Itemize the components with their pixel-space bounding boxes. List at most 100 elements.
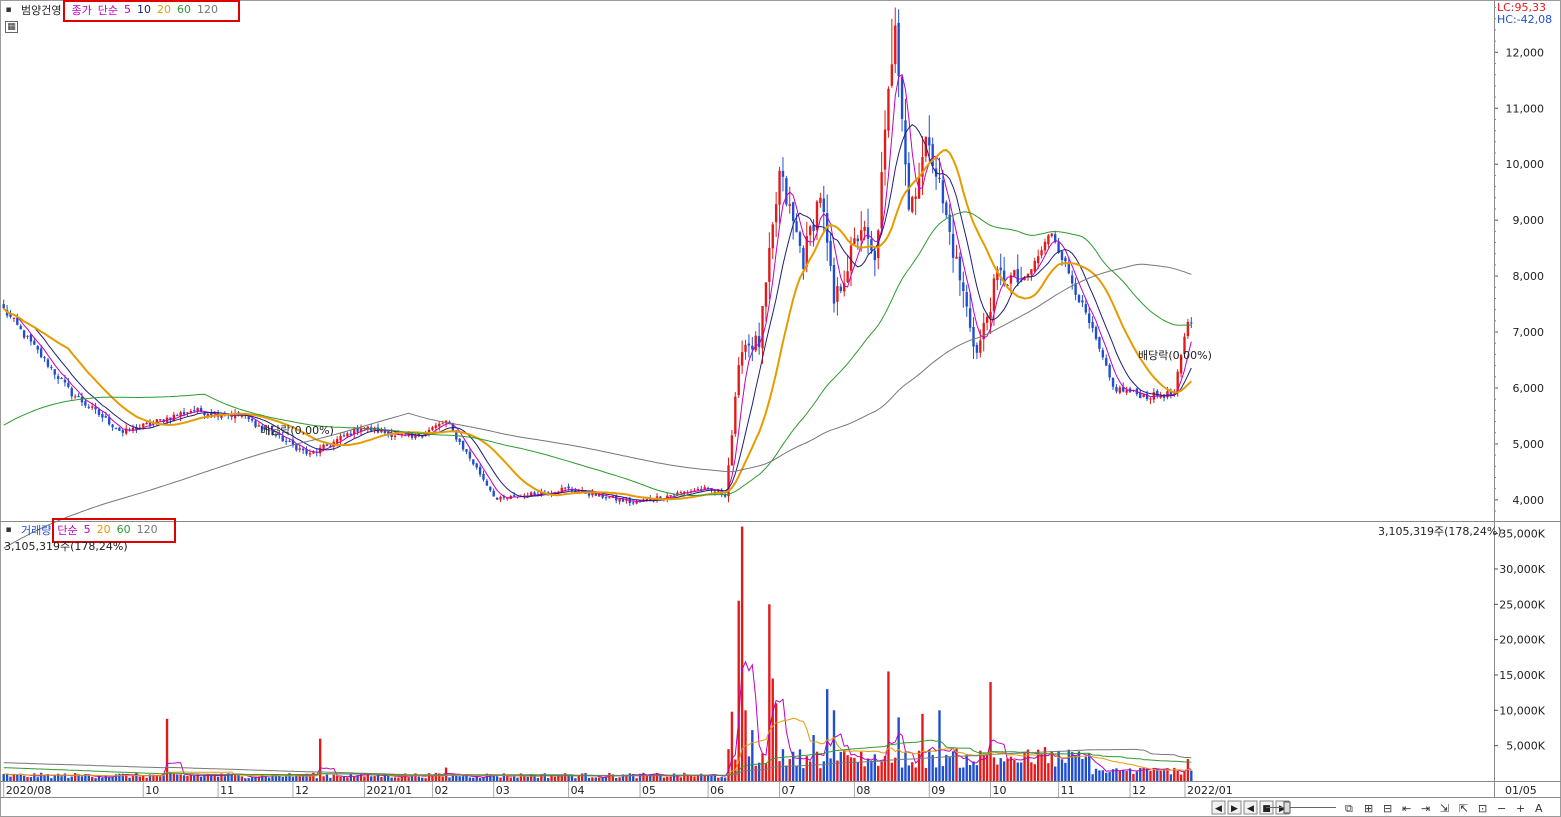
volume-bar bbox=[778, 761, 781, 781]
candle-body bbox=[80, 396, 84, 403]
toolbar-icon[interactable]: ⊡ bbox=[1478, 802, 1487, 815]
toolbar-icon[interactable]: ⇤ bbox=[1402, 802, 1411, 815]
volume-bar bbox=[1108, 772, 1111, 781]
volume-bar bbox=[1013, 760, 1016, 781]
candle-body bbox=[672, 494, 676, 496]
candle-body bbox=[1043, 241, 1047, 251]
volume-bar bbox=[46, 774, 50, 781]
grid-settings-icon[interactable]: ▦ bbox=[5, 21, 18, 33]
zoom-slider-handle[interactable] bbox=[1283, 801, 1291, 814]
candle-body bbox=[1006, 284, 1009, 286]
candle-body bbox=[958, 256, 962, 281]
scroll-button-icon[interactable]: ◀ bbox=[1247, 804, 1254, 814]
toolbar-icon[interactable]: ⇥ bbox=[1421, 802, 1430, 815]
candle-body bbox=[761, 305, 764, 349]
volume-bar bbox=[628, 773, 632, 781]
toolbar-icon[interactable]: ⊟ bbox=[1383, 802, 1392, 815]
candle-body bbox=[84, 401, 87, 406]
volume-bar bbox=[240, 776, 244, 781]
candle-body bbox=[485, 480, 489, 486]
candle-body bbox=[90, 406, 94, 408]
candle-body bbox=[894, 25, 897, 65]
price-ma5-line bbox=[3, 73, 1192, 503]
scroll-button-icon[interactable]: ■ bbox=[1262, 804, 1271, 814]
candle-body bbox=[1033, 260, 1036, 272]
candle-body bbox=[107, 417, 111, 425]
volume-bar bbox=[1060, 759, 1064, 781]
candle-body bbox=[1176, 371, 1179, 394]
candle-body bbox=[502, 496, 506, 498]
candle-body bbox=[866, 227, 870, 239]
candle-body bbox=[176, 415, 179, 417]
scroll-button-icon[interactable]: ▶ bbox=[1279, 804, 1286, 814]
volume-bar bbox=[165, 718, 169, 781]
candle-body bbox=[339, 436, 342, 441]
candle-body bbox=[594, 492, 597, 496]
volume-bar bbox=[557, 775, 560, 781]
candle-body bbox=[101, 414, 104, 418]
volume-bar bbox=[1088, 753, 1091, 781]
volume-bar bbox=[176, 774, 179, 781]
volume-axis-label: 35,000K bbox=[1499, 528, 1545, 541]
volume-panel-toggle-icon[interactable]: ▪ bbox=[5, 524, 12, 535]
volume-bar bbox=[353, 776, 356, 781]
volume-ma60-label: 60 bbox=[116, 523, 131, 536]
candle-body bbox=[880, 172, 883, 229]
toolbar-icon[interactable]: ⇲ bbox=[1440, 802, 1449, 815]
volume-bar bbox=[80, 776, 84, 781]
volume-bar bbox=[97, 776, 101, 781]
candle-body bbox=[1071, 275, 1074, 284]
volume-axis-label: 30,000K bbox=[1499, 563, 1545, 576]
candle-body bbox=[325, 444, 329, 446]
volume-bar bbox=[424, 778, 427, 781]
candle-body bbox=[1098, 337, 1101, 349]
candle-body bbox=[36, 346, 39, 350]
candle-body bbox=[114, 427, 118, 429]
scroll-button[interactable] bbox=[1243, 800, 1258, 815]
candle-body bbox=[563, 487, 567, 489]
volume-bar bbox=[625, 774, 628, 781]
candle-body bbox=[478, 466, 482, 475]
volume-bar bbox=[5, 773, 9, 781]
volume-bar bbox=[713, 774, 717, 781]
volume-bar bbox=[822, 761, 825, 781]
x-axis-label: 2020/08 bbox=[6, 784, 52, 797]
scroll-button-icon[interactable]: ◀ bbox=[1215, 804, 1222, 814]
volume-bar bbox=[1094, 768, 1098, 781]
candle-body bbox=[768, 247, 771, 282]
candle-body bbox=[475, 463, 478, 468]
toolbar-icon[interactable]: A bbox=[1535, 802, 1543, 815]
volume-bar bbox=[1077, 751, 1081, 781]
scroll-button[interactable] bbox=[1227, 800, 1242, 815]
volume-bar bbox=[737, 600, 740, 781]
volume-bar bbox=[570, 774, 574, 781]
candle-body bbox=[1149, 398, 1152, 400]
toolbar-icon[interactable]: ⊞ bbox=[1364, 802, 1373, 815]
candle-body bbox=[717, 490, 720, 492]
candle-body bbox=[383, 431, 387, 433]
toolbar-icon[interactable]: ⧉ bbox=[1345, 802, 1353, 815]
toolbar-icon[interactable]: − bbox=[1497, 802, 1506, 815]
candle-body bbox=[342, 435, 346, 437]
candle-body bbox=[97, 409, 101, 416]
toolbar-icon[interactable]: + bbox=[1516, 802, 1525, 815]
candle-body bbox=[897, 22, 900, 76]
volume-bar bbox=[125, 773, 128, 781]
candle-body bbox=[968, 308, 972, 328]
panel-toggle-icon[interactable]: ▪ bbox=[5, 4, 12, 15]
candle-body bbox=[53, 369, 56, 375]
volume-legend: ▪ 거래량 단순 5 20 60 120 bbox=[2, 521, 157, 538]
volume-bar bbox=[73, 773, 77, 781]
volume-bar bbox=[945, 754, 948, 781]
toolbar-icon[interactable]: ⇱ bbox=[1459, 802, 1468, 815]
scroll-button[interactable] bbox=[1211, 800, 1226, 815]
candle-body bbox=[434, 425, 438, 428]
candle-body bbox=[962, 282, 965, 292]
volume-bar bbox=[870, 760, 873, 781]
scroll-button-icon[interactable]: ▶ bbox=[1231, 804, 1238, 814]
candle-body bbox=[1156, 390, 1159, 397]
candle-body bbox=[928, 137, 931, 146]
volume-bar bbox=[16, 774, 19, 781]
candle-body bbox=[506, 498, 509, 500]
